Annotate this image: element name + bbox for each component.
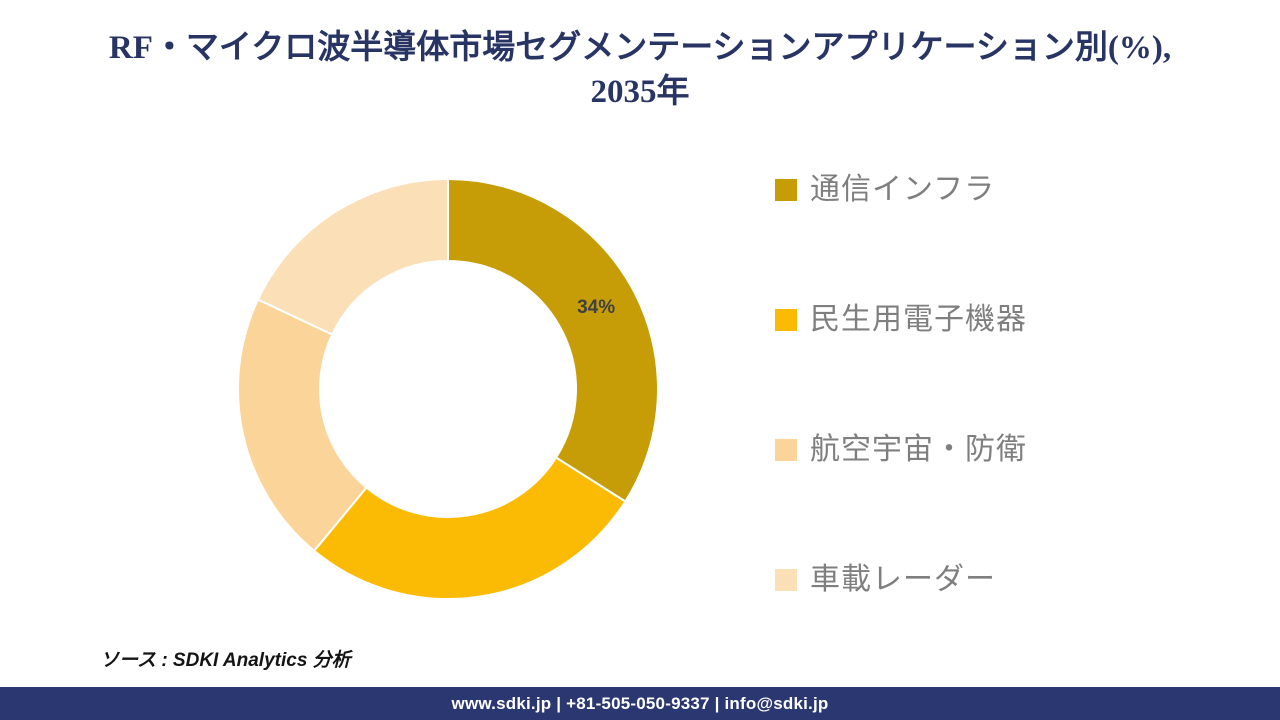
chart-title-line1: RF・マイクロ波半導体市場セグメンテーションアプリケーション別(%), xyxy=(108,30,1172,66)
donut-chart: 34% xyxy=(237,178,659,600)
donut-slice-3 xyxy=(256,178,449,336)
footer-bar: www.sdki.jp | +81-505-050-9337 | info@sd… xyxy=(0,687,1280,720)
legend-item-3: 車載レーダー xyxy=(775,562,1027,598)
legend-swatch-icon xyxy=(775,569,797,591)
legend-label: 航空宇宙・防衛 xyxy=(810,433,1027,466)
donut-slice-1 xyxy=(313,456,627,600)
legend-item-1: 民生用電子機器 xyxy=(775,302,1027,338)
legend-item-2: 航空宇宙・防衛 xyxy=(775,432,1027,468)
chart-title: RF・マイクロ波半導体市場セグメンテーションアプリケーション別(%), 2035… xyxy=(0,26,1280,114)
chart-legend: 通信インフラ 民生用電子機器 航空宇宙・防衛 車載レーダー xyxy=(775,172,1027,598)
slice-data-label: 34% xyxy=(577,297,615,318)
chart-title-line2: 2035年 xyxy=(590,74,690,110)
legend-swatch-icon xyxy=(775,309,797,331)
footer-contact-text: www.sdki.jp | +81-505-050-9337 | info@sd… xyxy=(451,693,829,713)
donut-slice-0 xyxy=(447,178,659,503)
legend-swatch-icon xyxy=(775,439,797,461)
legend-label: 車載レーダー xyxy=(810,563,996,596)
legend-label: 通信インフラ xyxy=(810,173,996,206)
donut-slice-2 xyxy=(237,298,368,552)
legend-item-0: 通信インフラ xyxy=(775,172,1027,208)
legend-swatch-icon xyxy=(775,179,797,201)
legend-label: 民生用電子機器 xyxy=(810,303,1027,336)
source-note: ソース : SDKI Analytics 分析 xyxy=(100,650,351,671)
